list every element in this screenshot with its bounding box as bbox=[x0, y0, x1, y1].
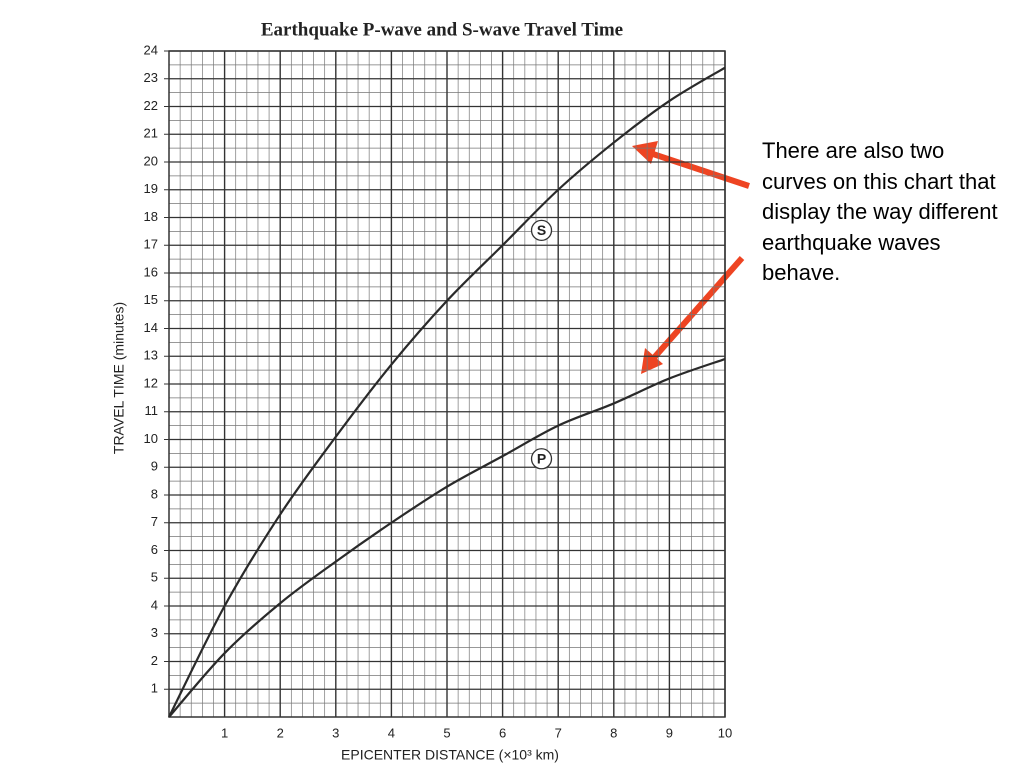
y-tick-label: 15 bbox=[144, 292, 158, 307]
y-tick-label: 24 bbox=[144, 42, 158, 57]
line bbox=[168, 66, 726, 718]
x-tick-label: 6 bbox=[499, 725, 506, 740]
x-tick-label: 3 bbox=[332, 725, 339, 740]
curve-label: P bbox=[537, 450, 546, 466]
y-tick-label: 4 bbox=[151, 597, 158, 612]
y-tick-label: 5 bbox=[151, 570, 158, 585]
y-tick-label: 2 bbox=[151, 653, 158, 668]
x-tick-label: 9 bbox=[666, 725, 673, 740]
y-tick-label: 12 bbox=[144, 375, 158, 390]
x-tick-label: 5 bbox=[443, 725, 450, 740]
y-tick-label: 13 bbox=[144, 348, 158, 363]
y-tick-label: 6 bbox=[151, 542, 158, 557]
y-tick-label: 23 bbox=[144, 70, 158, 85]
y-tick-label: 21 bbox=[144, 126, 158, 141]
y-tick-label: 17 bbox=[144, 237, 158, 252]
arrow-shaft bbox=[649, 256, 745, 362]
y-tick-label: 1 bbox=[151, 681, 158, 696]
y-tick-label: 18 bbox=[144, 209, 158, 224]
y-tick-label: 9 bbox=[151, 459, 158, 474]
arrows bbox=[632, 141, 750, 374]
curve-label-circle bbox=[530, 219, 553, 242]
grid bbox=[169, 50, 726, 717]
line bbox=[168, 357, 726, 718]
plot-frame bbox=[168, 50, 726, 718]
y-tick-label: 22 bbox=[144, 98, 158, 113]
chart-title: Earthquake P-wave and S-wave Travel Time bbox=[261, 19, 623, 40]
x-tick-label: 2 bbox=[277, 725, 284, 740]
arrow-shaft bbox=[649, 150, 750, 189]
y-tick-label: 16 bbox=[144, 264, 158, 279]
y-tick-label: 11 bbox=[145, 403, 159, 418]
x-tick-label: 10 bbox=[718, 725, 732, 740]
y-tick-label: 3 bbox=[151, 625, 158, 640]
x-axis-label: EPICENTER DISTANCE (×10³ km) bbox=[341, 747, 559, 763]
arrow-head bbox=[632, 141, 658, 164]
x-tick-label: 4 bbox=[388, 725, 395, 740]
curve-label: S bbox=[537, 222, 546, 238]
arrow-head bbox=[641, 348, 663, 374]
y-tick-label: 20 bbox=[144, 153, 158, 168]
y-tick-label: 8 bbox=[151, 486, 158, 501]
x-tick-label: 8 bbox=[610, 725, 617, 740]
y-tick-label: 10 bbox=[144, 431, 158, 446]
y-axis-label: TRAVEL TIME (minutes) bbox=[111, 302, 127, 454]
y-tick-label: 14 bbox=[144, 320, 158, 335]
annotation: There are also two curves on this chart … bbox=[762, 138, 998, 285]
y-tick-label: 7 bbox=[151, 514, 158, 529]
x-tick-label: 7 bbox=[555, 725, 562, 740]
curve-label-circle bbox=[530, 448, 553, 470]
y-tick-label: 19 bbox=[144, 181, 158, 196]
x-tick-label: 1 bbox=[221, 725, 228, 740]
